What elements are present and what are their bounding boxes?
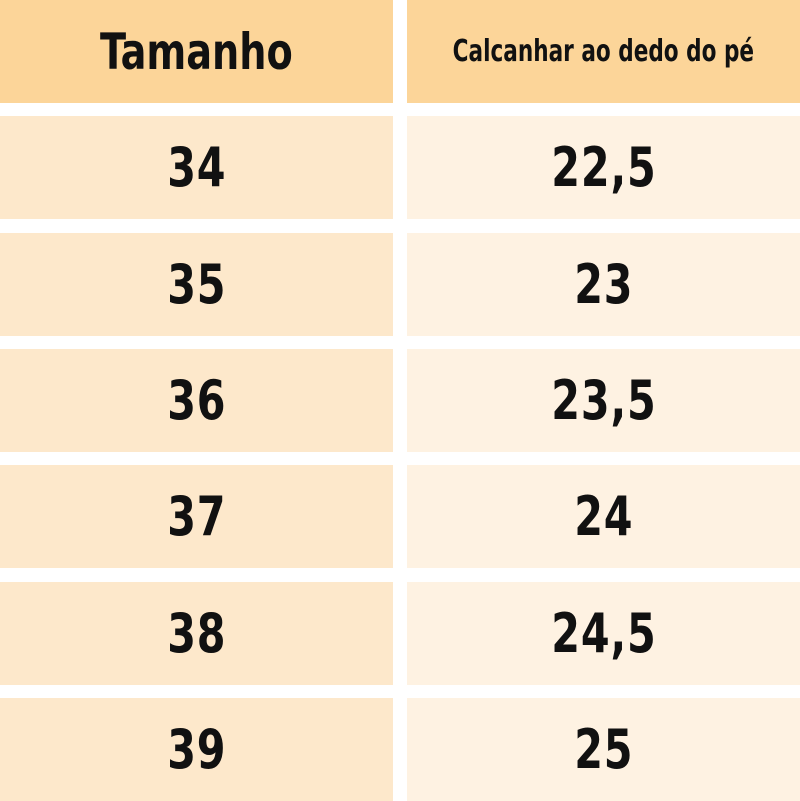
length-cell-value: 24 <box>573 485 634 548</box>
size-cell-value: 35 <box>166 253 227 316</box>
size-cell: 37 <box>0 465 393 568</box>
length-cell-value: 23 <box>573 253 634 316</box>
length-cell-value: 25 <box>573 718 634 781</box>
length-cell: 22,5 <box>407 116 800 219</box>
size-cell-value: 36 <box>166 369 227 432</box>
length-cell: 24 <box>407 465 800 568</box>
size-cell: 36 <box>0 349 393 452</box>
header-length-label: Calcanhar ao dedo do pé <box>452 34 755 69</box>
header-size: Tamanho <box>0 0 393 103</box>
length-cell-value: 23,5 <box>550 369 657 432</box>
length-cell-value: 22,5 <box>550 136 657 199</box>
length-cell: 25 <box>407 698 800 801</box>
size-cell: 34 <box>0 116 393 219</box>
size-cell-value: 39 <box>166 718 227 781</box>
length-cell: 24,5 <box>407 582 800 685</box>
header-length: Calcanhar ao dedo do pé <box>407 0 800 103</box>
size-cell: 38 <box>0 582 393 685</box>
size-cell: 39 <box>0 698 393 801</box>
size-cell-value: 34 <box>166 136 227 199</box>
length-cell: 23 <box>407 233 800 336</box>
size-cell: 35 <box>0 233 393 336</box>
size-cell-value: 37 <box>166 485 227 548</box>
length-cell-value: 24,5 <box>550 602 657 665</box>
size-cell-value: 38 <box>166 602 227 665</box>
length-cell: 23,5 <box>407 349 800 452</box>
header-size-label: Tamanho <box>100 22 293 81</box>
